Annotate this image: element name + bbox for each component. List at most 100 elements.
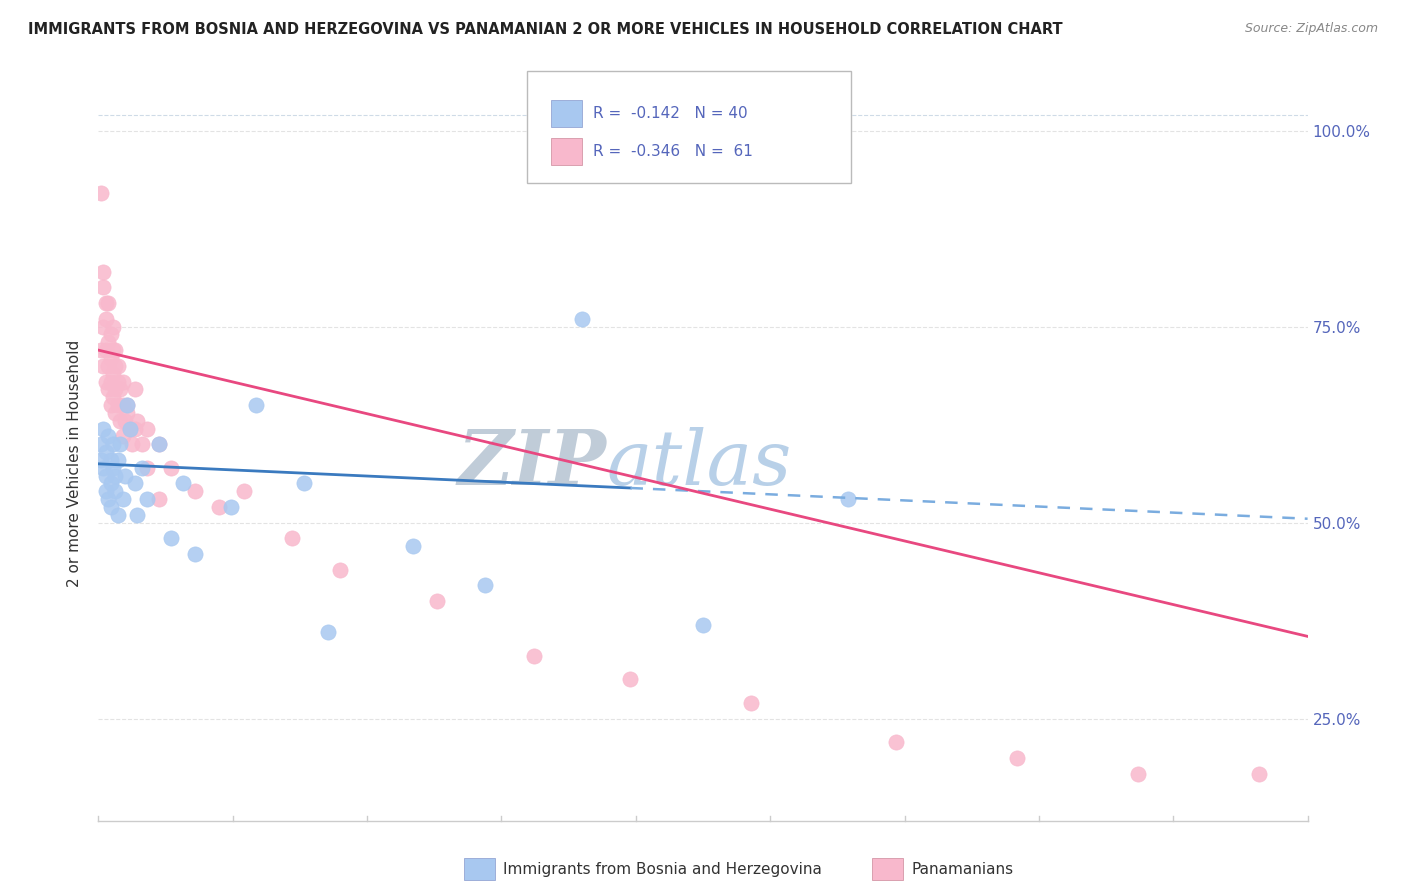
Point (131, 437, 153, 451)
Point (101, 460, 124, 475)
Point (148, 437, 170, 451)
Text: Immigrants from Bosnia and Herzegovina: Immigrants from Bosnia and Herzegovina (503, 863, 823, 877)
Point (571, 311, 593, 326)
Point (97, 335, 120, 350)
Point (837, 492, 859, 507)
Point (100, 398, 122, 412)
Point (135, 421, 157, 435)
Point (91, 421, 114, 435)
Point (329, 563, 352, 577)
Point (1249, 766, 1271, 780)
Point (97, 296, 120, 310)
Point (160, 460, 183, 475)
Point (124, 476, 146, 491)
Point (124, 382, 146, 396)
Point (108, 437, 131, 451)
Point (101, 367, 124, 381)
Point (117, 398, 139, 412)
Point (118, 421, 141, 435)
Point (104, 359, 127, 373)
Point (114, 414, 136, 428)
Point (886, 735, 908, 749)
Point (108, 414, 131, 428)
Point (104, 343, 127, 358)
Point (245, 398, 267, 412)
Point (232, 484, 254, 499)
Point (281, 532, 304, 546)
Y-axis label: 2 or more Vehicles in Household: 2 or more Vehicles in Household (67, 340, 83, 588)
Point (91, 460, 114, 475)
Text: atlas: atlas (606, 427, 792, 500)
Point (184, 484, 207, 499)
Point (94, 468, 117, 483)
Point (184, 547, 207, 561)
Point (619, 673, 641, 687)
Point (104, 484, 127, 499)
Point (121, 437, 143, 451)
Point (91, 280, 114, 294)
Point (90, 453, 112, 467)
Point (135, 492, 157, 507)
Point (108, 382, 131, 396)
Point (107, 453, 129, 467)
Point (208, 500, 231, 514)
Point (148, 437, 170, 451)
Point (100, 476, 122, 491)
Point (107, 375, 129, 389)
Point (740, 696, 762, 710)
Point (127, 414, 149, 428)
Point (117, 406, 139, 420)
Point (221, 500, 243, 514)
Point (90, 343, 112, 358)
Point (94, 311, 117, 326)
Point (111, 375, 134, 389)
Point (474, 578, 496, 592)
Point (101, 343, 124, 358)
Point (692, 617, 714, 632)
Text: Source: ZipAtlas.com: Source: ZipAtlas.com (1244, 22, 1378, 36)
Point (94, 375, 117, 389)
Point (94, 445, 117, 459)
Point (131, 460, 153, 475)
Point (100, 500, 122, 514)
Point (104, 382, 127, 396)
Point (100, 327, 122, 342)
Point (97, 359, 120, 373)
Point (316, 625, 339, 640)
Point (107, 398, 129, 412)
Point (101, 437, 124, 451)
Point (100, 453, 122, 467)
Point (107, 359, 129, 373)
Text: R =  -0.142   N = 40: R = -0.142 N = 40 (593, 106, 748, 120)
Point (100, 351, 122, 365)
Point (104, 468, 127, 483)
Point (91, 265, 114, 279)
Point (111, 398, 134, 412)
Point (91, 319, 114, 334)
Point (127, 508, 149, 522)
Point (118, 421, 141, 435)
Point (426, 594, 449, 608)
Point (124, 421, 146, 435)
Point (100, 375, 122, 389)
Point (111, 429, 134, 443)
Point (94, 296, 117, 310)
Point (523, 648, 546, 663)
Point (97, 429, 120, 443)
Point (135, 460, 157, 475)
Point (97, 492, 120, 507)
Point (94, 343, 117, 358)
Point (97, 382, 120, 396)
Point (90, 186, 112, 201)
Point (101, 319, 124, 334)
Point (1007, 751, 1029, 765)
Point (91, 359, 114, 373)
Text: Panamanians: Panamanians (911, 863, 1014, 877)
Point (104, 406, 127, 420)
Point (402, 539, 425, 553)
Point (117, 398, 139, 412)
Point (1128, 766, 1150, 780)
Point (172, 476, 194, 491)
Point (160, 532, 183, 546)
Point (114, 468, 136, 483)
